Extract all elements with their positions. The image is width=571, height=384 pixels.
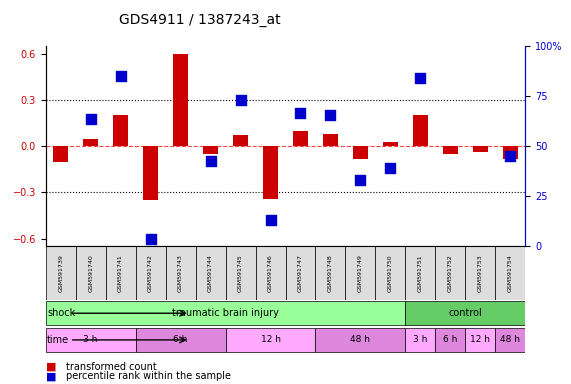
Point — [116, 73, 125, 79]
Point — [326, 112, 335, 118]
FancyBboxPatch shape — [315, 328, 405, 352]
Point — [416, 75, 425, 81]
Text: ■: ■ — [46, 362, 56, 372]
FancyBboxPatch shape — [345, 247, 376, 300]
FancyBboxPatch shape — [46, 328, 136, 352]
Bar — [203, 146, 218, 154]
Text: GSM591739: GSM591739 — [58, 255, 63, 292]
Text: 3 h: 3 h — [83, 335, 98, 344]
FancyBboxPatch shape — [376, 247, 405, 300]
FancyBboxPatch shape — [136, 247, 166, 300]
FancyBboxPatch shape — [436, 328, 465, 352]
Text: control: control — [448, 308, 482, 318]
Text: GSM591750: GSM591750 — [388, 255, 393, 292]
Text: GDS4911 / 1387243_at: GDS4911 / 1387243_at — [119, 13, 281, 27]
Text: GSM591745: GSM591745 — [238, 255, 243, 292]
Text: transformed count: transformed count — [66, 362, 156, 372]
Bar — [173, 54, 188, 146]
Bar — [83, 139, 98, 146]
FancyBboxPatch shape — [226, 247, 256, 300]
FancyBboxPatch shape — [106, 247, 136, 300]
Text: GSM591751: GSM591751 — [418, 255, 423, 292]
Text: 48 h: 48 h — [500, 335, 520, 344]
Text: GSM591754: GSM591754 — [508, 255, 513, 292]
Bar — [473, 146, 488, 152]
Text: 6 h: 6 h — [174, 335, 188, 344]
FancyBboxPatch shape — [315, 247, 345, 300]
FancyBboxPatch shape — [75, 247, 106, 300]
FancyBboxPatch shape — [256, 247, 286, 300]
FancyBboxPatch shape — [465, 247, 496, 300]
Point — [356, 177, 365, 183]
Bar — [293, 131, 308, 146]
Text: 3 h: 3 h — [413, 335, 428, 344]
Point — [146, 236, 155, 242]
Point — [86, 116, 95, 122]
Text: GSM591744: GSM591744 — [208, 255, 213, 292]
Text: 48 h: 48 h — [351, 335, 371, 344]
Text: time: time — [47, 335, 69, 345]
Text: 6 h: 6 h — [443, 335, 457, 344]
Point — [236, 97, 245, 103]
Bar — [143, 146, 158, 200]
FancyBboxPatch shape — [496, 247, 525, 300]
FancyBboxPatch shape — [286, 247, 315, 300]
Text: GSM591743: GSM591743 — [178, 255, 183, 292]
Bar — [113, 116, 128, 146]
Text: shock: shock — [47, 308, 75, 318]
Text: GSM591740: GSM591740 — [88, 255, 93, 292]
Point — [296, 110, 305, 116]
Text: GSM591741: GSM591741 — [118, 255, 123, 292]
FancyBboxPatch shape — [46, 247, 75, 300]
Text: GSM591752: GSM591752 — [448, 255, 453, 292]
FancyBboxPatch shape — [46, 301, 405, 325]
Bar — [53, 146, 68, 162]
Bar — [233, 136, 248, 146]
FancyBboxPatch shape — [166, 247, 195, 300]
Text: 12 h: 12 h — [260, 335, 280, 344]
Text: GSM591742: GSM591742 — [148, 255, 153, 292]
Point — [266, 217, 275, 223]
FancyBboxPatch shape — [436, 247, 465, 300]
Text: GSM591749: GSM591749 — [358, 255, 363, 292]
Text: GSM591747: GSM591747 — [298, 255, 303, 292]
Text: GSM591753: GSM591753 — [478, 255, 483, 292]
Bar — [353, 146, 368, 159]
FancyBboxPatch shape — [405, 328, 436, 352]
Text: GSM591746: GSM591746 — [268, 255, 273, 292]
Text: GSM591748: GSM591748 — [328, 255, 333, 292]
FancyBboxPatch shape — [465, 328, 496, 352]
FancyBboxPatch shape — [195, 247, 226, 300]
Bar — [503, 146, 518, 159]
Text: traumatic brain injury: traumatic brain injury — [172, 308, 279, 318]
Bar — [443, 146, 458, 154]
FancyBboxPatch shape — [496, 328, 525, 352]
Bar — [263, 146, 278, 199]
Text: ■: ■ — [46, 371, 56, 381]
FancyBboxPatch shape — [405, 301, 525, 325]
FancyBboxPatch shape — [226, 328, 315, 352]
Bar — [323, 134, 338, 146]
Point — [506, 152, 515, 159]
FancyBboxPatch shape — [136, 328, 226, 352]
Text: 12 h: 12 h — [471, 335, 490, 344]
Bar — [413, 116, 428, 146]
Text: percentile rank within the sample: percentile rank within the sample — [66, 371, 231, 381]
Bar — [383, 142, 398, 146]
Point — [206, 158, 215, 164]
FancyBboxPatch shape — [405, 247, 436, 300]
Point — [386, 166, 395, 172]
